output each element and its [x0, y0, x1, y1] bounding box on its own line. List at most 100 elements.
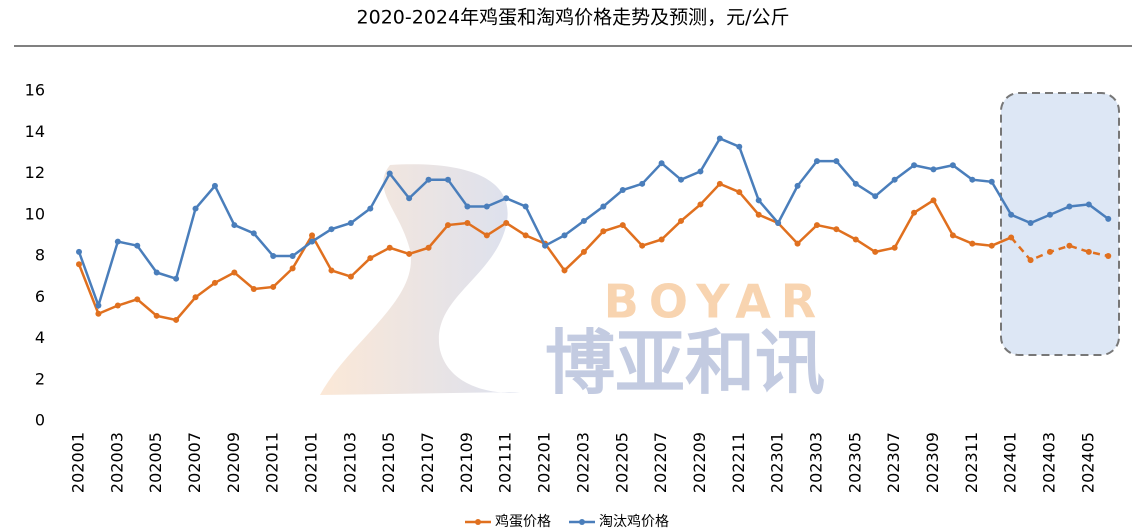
data-point: [347, 220, 354, 226]
data-point: [852, 236, 859, 243]
data-point: [386, 170, 393, 177]
data-point: [173, 316, 180, 323]
data-point: [95, 302, 102, 309]
data-point: [949, 232, 956, 239]
x-tick-label: 202307: [884, 432, 903, 493]
x-tick-label: 202003: [107, 432, 126, 493]
data-point: [231, 269, 238, 276]
data-point: [503, 195, 510, 202]
data-point: [561, 267, 568, 274]
data-point: [425, 176, 432, 183]
data-point: [1027, 220, 1034, 226]
data-point: [483, 203, 490, 210]
data-point: [794, 182, 801, 189]
data-point: [173, 275, 180, 282]
data-point: [833, 158, 840, 165]
x-tick-label: 202009: [224, 432, 243, 493]
x-tick-label: 202311: [962, 432, 981, 493]
data-point: [367, 255, 374, 262]
forecast-box: [1000, 92, 1120, 356]
data-point: [988, 242, 995, 249]
data-point: [367, 205, 374, 212]
data-point: [1105, 215, 1112, 222]
data-point: [580, 248, 587, 255]
x-tick-label: 202011: [263, 432, 282, 493]
x-tick-label: 202305: [845, 432, 864, 493]
data-point: [1047, 248, 1053, 255]
data-point: [813, 222, 820, 229]
data-point: [76, 261, 82, 268]
x-tick-label: 202109: [457, 432, 476, 493]
series-line: [1010, 236, 1109, 262]
data-point: [270, 283, 277, 290]
y-tick-label: 0: [35, 411, 45, 430]
x-tick-label: 202301: [768, 432, 787, 493]
data-point: [192, 205, 199, 212]
data-point: [386, 244, 393, 251]
data-point: [930, 197, 937, 204]
legend-label: 淘汰鸡价格: [599, 513, 669, 530]
y-tick-label: 12: [25, 163, 45, 182]
data-point: [347, 273, 354, 280]
y-tick-label: 14: [25, 122, 45, 141]
data-point: [891, 176, 898, 183]
data-point: [153, 269, 160, 276]
data-point: [872, 193, 879, 200]
data-point: [309, 232, 316, 239]
data-point: [231, 222, 238, 229]
data-point: [619, 187, 626, 193]
data-point: [134, 296, 141, 303]
data-point: [153, 312, 160, 319]
data-point: [813, 158, 820, 165]
data-point: [1085, 248, 1092, 255]
data-point: [464, 203, 471, 210]
data-point: [1085, 201, 1092, 208]
x-tick-label: 202205: [612, 432, 631, 493]
y-tick-label: 8: [35, 246, 45, 265]
x-tick-label: 202303: [806, 432, 825, 493]
data-point: [328, 267, 335, 274]
x-tick-label: 202001: [69, 432, 88, 493]
data-point: [1008, 234, 1015, 241]
data-point: [1066, 203, 1073, 210]
data-point: [697, 168, 704, 175]
data-point: [134, 242, 141, 249]
x-tick-label: 202207: [651, 432, 670, 493]
data-point: [930, 166, 937, 173]
data-point: [522, 203, 529, 210]
data-point: [444, 222, 451, 229]
x-tick-label: 202111: [496, 432, 515, 493]
y-tick-label: 4: [35, 328, 45, 347]
data-point: [114, 302, 121, 309]
data-point: [852, 180, 859, 187]
x-tick-label: 202211: [729, 432, 748, 493]
data-point: [309, 238, 316, 245]
data-point: [600, 228, 607, 235]
data-point: [328, 226, 335, 233]
data-point: [270, 253, 277, 259]
data-point: [755, 211, 762, 218]
data-point: [580, 217, 587, 224]
x-tick-label: 202105: [379, 432, 398, 493]
data-point: [1027, 257, 1034, 264]
data-point: [969, 240, 976, 247]
data-point: [250, 286, 257, 292]
data-point: [775, 220, 782, 226]
legend-label: 鸡蛋价格: [495, 513, 551, 530]
chart-title: 2020-2024年鸡蛋和淘鸡价格走势及预测，元/公斤: [357, 7, 790, 29]
data-point: [716, 180, 723, 187]
y-tick-label: 6: [35, 287, 45, 306]
data-point: [289, 253, 296, 259]
data-point: [697, 201, 704, 208]
data-point: [1066, 242, 1073, 249]
data-point: [444, 176, 451, 183]
data-point: [794, 240, 801, 247]
data-point: [464, 220, 471, 226]
data-point: [678, 176, 685, 183]
data-point: [542, 242, 549, 249]
data-point: [736, 189, 743, 196]
data-point: [211, 182, 218, 189]
x-tick-label: 202401: [1001, 432, 1020, 493]
data-point: [619, 222, 626, 229]
